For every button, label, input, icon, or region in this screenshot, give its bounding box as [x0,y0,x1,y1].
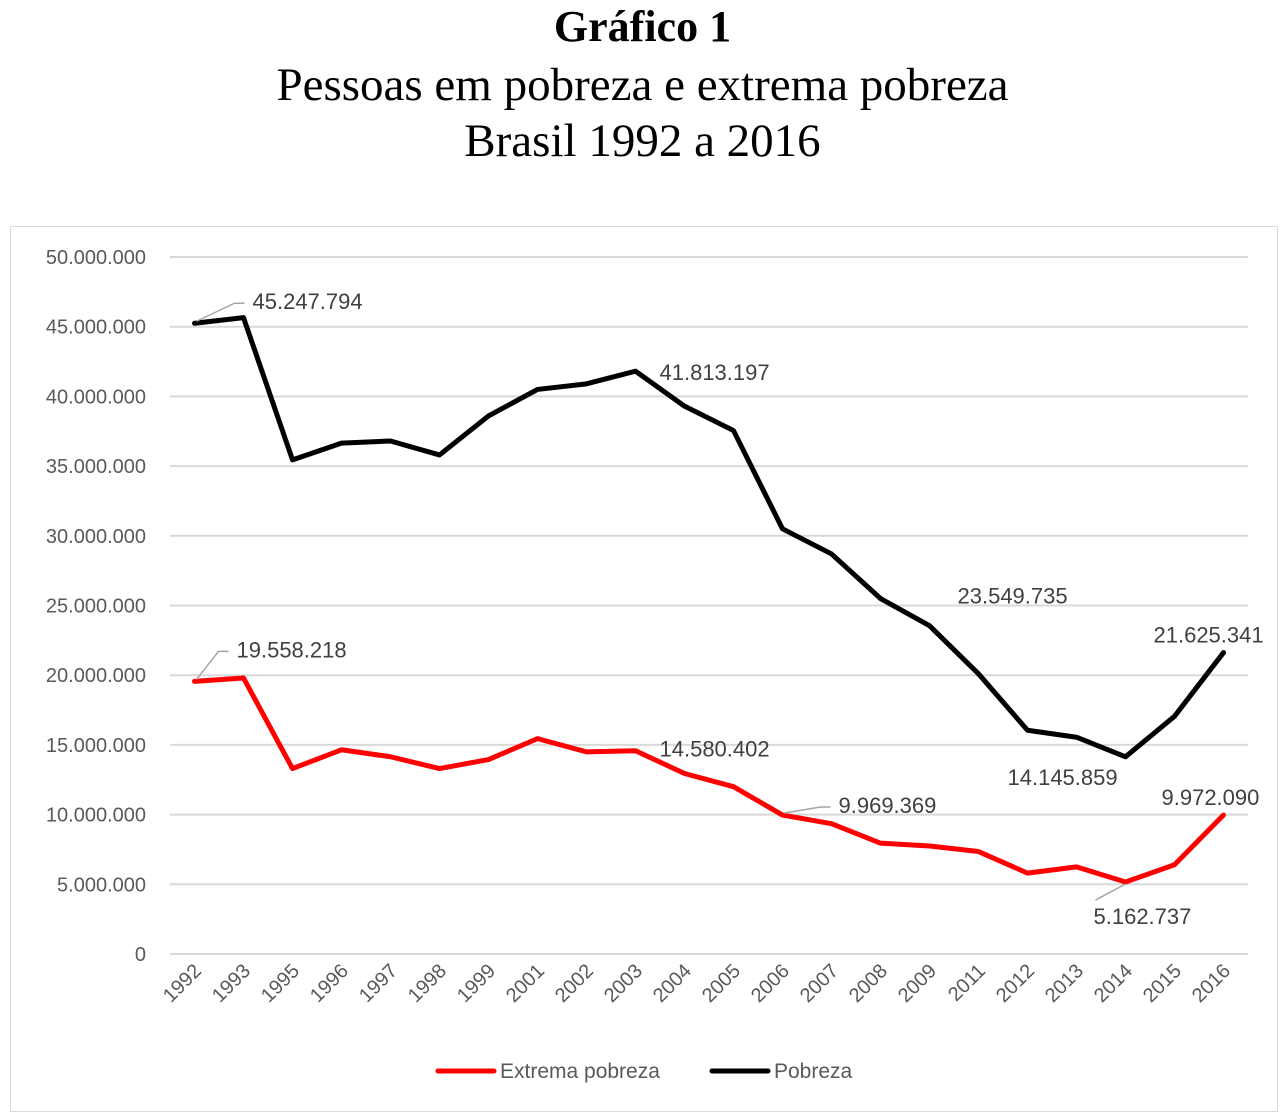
data-label: 5.162.737 [1094,904,1192,929]
y-tick-label: 40.000.000 [46,386,146,408]
x-tick-label: 2011 [944,960,990,1006]
x-tick-label: 2014 [1090,960,1137,1007]
x-tick-label: 2005 [698,960,745,1007]
data-label: 41.813.197 [660,360,770,385]
x-tick-label: 1993 [208,960,255,1007]
data-label-leader [784,806,831,814]
x-tick-label: 2012 [992,960,1039,1007]
x-tick-label: 1998 [404,960,451,1007]
y-tick-label: 10.000.000 [46,805,146,827]
chart-subtitle: Pessoas em pobreza e extrema pobreza [276,59,1009,111]
legend-label: Extrema pobreza [500,1060,660,1083]
data-label-leader [1095,883,1126,901]
x-tick-label: 1992 [159,960,206,1007]
x-tick-label: 2002 [551,960,598,1007]
data-label: 23.549.735 [958,584,1068,609]
data-label: 9.972.090 [1162,785,1260,810]
x-tick-label: 2001 [502,960,549,1007]
x-tick-label: 2003 [600,960,647,1007]
y-tick-label: 15.000.000 [46,735,146,757]
x-tick-label: 2004 [649,960,696,1007]
x-tick-label: 2007 [796,960,843,1007]
x-tick-label: 2013 [1041,960,1088,1007]
y-tick-label: 25.000.000 [46,596,146,618]
legend-label: Pobreza [774,1060,853,1083]
data-label: 45.247.794 [253,289,363,314]
series-line-extrema-pobreza [192,675,1226,885]
data-label-leader [196,302,245,322]
y-tick-label: 5.000.000 [57,874,146,896]
x-tick-label: 1996 [306,960,353,1007]
y-tick-label: 0 [135,944,146,966]
chart-subtitle-period: Brasil 1992 a 2016 [464,115,821,167]
y-tick-label: 50.000.000 [46,247,146,269]
y-tick-label: 35.000.000 [46,456,146,478]
x-tick-label: 1997 [355,960,402,1007]
x-tick-label: 2016 [1188,960,1235,1007]
y-tick-label: 45.000.000 [46,317,146,339]
data-label: 19.558.218 [237,637,347,662]
series-line-pobreza [192,315,1226,760]
data-label: 14.580.402 [660,737,770,762]
x-tick-label: 2008 [845,960,892,1007]
data-label: 9.969.369 [839,793,937,818]
data-label: 14.145.859 [1008,765,1118,790]
x-tick-label: 2006 [747,960,794,1007]
chart-title: Gráfico 1 [553,2,732,51]
data-label: 21.625.341 [1154,623,1264,648]
data-label-leader [195,650,229,680]
y-tick-label: 30.000.000 [46,526,146,548]
x-tick-label: 2009 [894,960,941,1007]
x-tick-label: 1995 [257,960,304,1007]
x-tick-label: 1999 [453,960,500,1007]
x-tick-label: 2015 [1139,960,1186,1007]
chart-frame [10,226,1278,1112]
y-tick-label: 20.000.000 [46,665,146,687]
